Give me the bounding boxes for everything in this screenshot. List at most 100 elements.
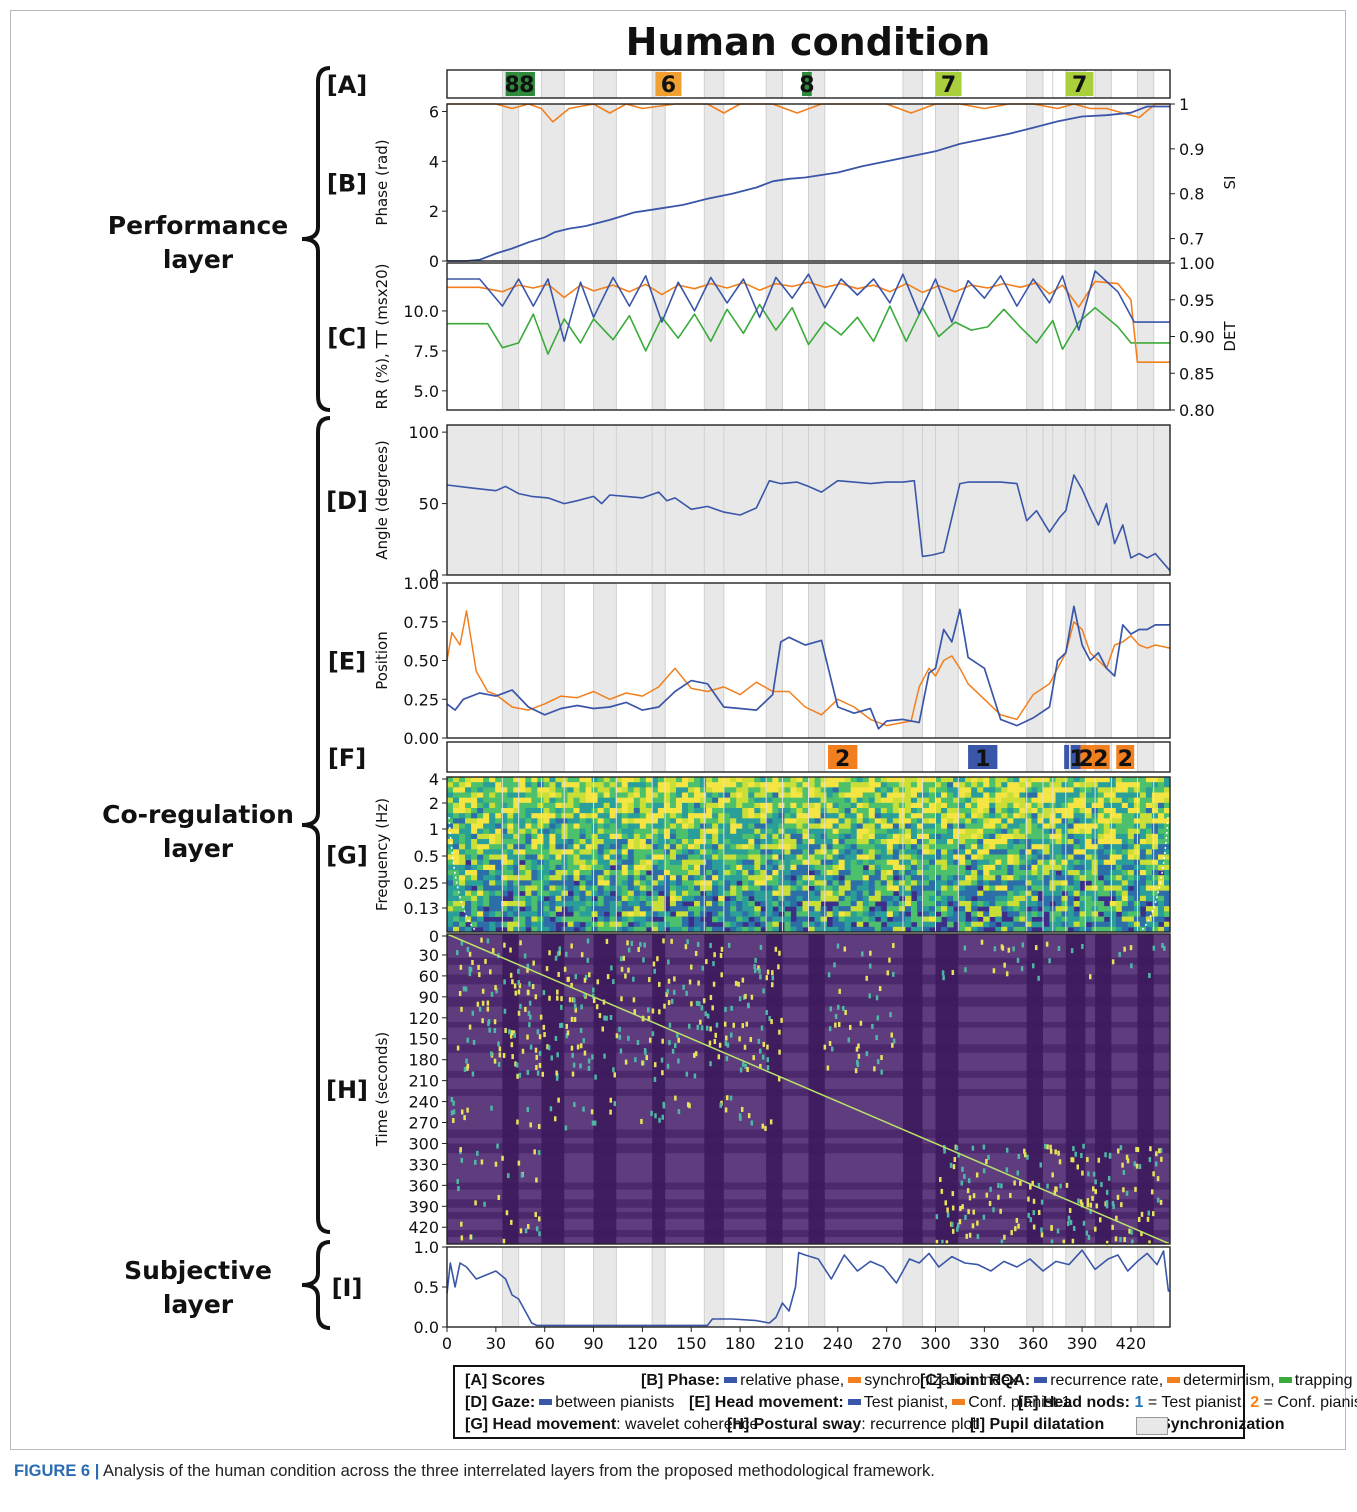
- legend-phase: [B] Phase: relative phase, synchronization…: [641, 1372, 1019, 1389]
- wavelet-cell: [483, 839, 490, 845]
- wavelet-cell: [1079, 849, 1087, 855]
- recurrence-point: [660, 1057, 664, 1063]
- wavelet-cell: [651, 864, 659, 871]
- wavelet-cell: [525, 890, 532, 897]
- wavelet-cell: [688, 854, 695, 861]
- wavelet-cell: [1007, 885, 1014, 892]
- wavelet-cell: [850, 797, 858, 804]
- wavelet-cell: [1067, 828, 1075, 835]
- wavelet-cell: [802, 777, 809, 783]
- wavelet-cell: [802, 839, 809, 845]
- wavelet-cell: [868, 901, 876, 907]
- wavelet-cell: [808, 895, 816, 902]
- wavelet-cell: [754, 864, 761, 871]
- wavelet-cell: [1013, 906, 1020, 912]
- wavelet-cell: [814, 864, 822, 871]
- wavelet-cell: [1121, 833, 1129, 840]
- wavelet-cell: [838, 839, 846, 845]
- wavelet-cell: [669, 880, 677, 886]
- wavelet-cell: [1127, 808, 1135, 814]
- wavelet-cell: [1145, 818, 1153, 824]
- recurrence-point: [674, 1095, 677, 1101]
- recurrence-point: [1135, 1146, 1138, 1152]
- recurrence-point: [713, 952, 716, 958]
- wavelet-cell: [657, 792, 665, 799]
- wavelet-cell: [995, 844, 1002, 850]
- y-tick-label: 6: [429, 102, 439, 121]
- wavelet-cell: [772, 864, 779, 871]
- wavelet-cell: [965, 797, 972, 804]
- wavelet-cell: [983, 885, 990, 892]
- wavelet-cell: [856, 777, 864, 783]
- wavelet-cell: [760, 916, 767, 923]
- sync-interval: [808, 70, 825, 98]
- wavelet-cell: [609, 808, 617, 814]
- wavelet-cell: [766, 916, 773, 923]
- wavelet-cell: [465, 880, 472, 886]
- wavelet-cell: [1163, 854, 1171, 861]
- wavelet-cell: [868, 787, 876, 793]
- wavelet-cell: [663, 833, 671, 840]
- wavelet-cell: [742, 828, 749, 835]
- wavelet-cell: [525, 870, 532, 876]
- wavelet-cell: [1151, 864, 1159, 871]
- wavelet-cell: [874, 782, 882, 788]
- wavelet-cell: [639, 890, 647, 897]
- sync-interval: [902, 263, 923, 410]
- wavelet-cell: [959, 906, 966, 912]
- wavelet-cell: [784, 875, 791, 881]
- wavelet-cell: [772, 859, 779, 866]
- wavelet-cell: [989, 777, 996, 783]
- wavelet-cell: [832, 777, 840, 783]
- recurrence-point: [1156, 1197, 1160, 1203]
- wavelet-cell: [772, 828, 779, 835]
- wavelet-cell: [1031, 808, 1038, 814]
- wavelet-cell: [694, 849, 701, 855]
- wavelet-cell: [838, 916, 846, 923]
- wavelet-cell: [1115, 818, 1123, 824]
- wavelet-cell: [983, 859, 990, 866]
- recurrence-point: [542, 990, 546, 996]
- wavelet-cell: [585, 916, 593, 923]
- recurrence-point: [746, 1066, 749, 1072]
- wavelet-cell: [862, 777, 870, 783]
- wavelet-cell: [712, 833, 719, 840]
- wavelet-cell: [766, 808, 773, 814]
- wavelet-cell: [995, 875, 1002, 881]
- wavelet-cell: [603, 926, 611, 933]
- recurrence-point: [524, 1006, 527, 1012]
- wavelet-cell: [1031, 782, 1038, 788]
- wavelet-cell: [489, 885, 496, 892]
- wavelet-cell: [1151, 875, 1159, 881]
- y-tick-label: 0.75: [403, 613, 439, 632]
- wavelet-cell: [929, 828, 936, 835]
- wavelet-cell: [519, 797, 526, 804]
- wavelet-cell: [1001, 797, 1008, 804]
- sync-interval: [502, 425, 519, 575]
- wavelet-cell: [947, 895, 954, 902]
- wavelet-cell: [706, 833, 713, 840]
- wavelet-cell: [519, 813, 526, 819]
- wavelet-cell: [953, 849, 960, 855]
- wavelet-cell: [525, 921, 532, 928]
- wavelet-cell: [808, 813, 816, 819]
- wavelet-cell: [898, 926, 906, 933]
- recurrence-point: [666, 1063, 670, 1069]
- wavelet-cell: [844, 844, 852, 850]
- wavelet-cell: [597, 864, 605, 871]
- y-tick-label: 180: [408, 1051, 439, 1070]
- x-tick-label: 30: [486, 1334, 506, 1353]
- wavelet-cell: [784, 849, 791, 855]
- wavelet-cell: [1013, 808, 1020, 814]
- recurrence-point: [992, 968, 996, 974]
- wavelet-cell: [465, 828, 472, 835]
- recurrence-point: [538, 1231, 541, 1237]
- wavelet-cell: [495, 875, 502, 881]
- wavelet-cell: [1157, 833, 1165, 840]
- wavelet-cell: [597, 921, 605, 928]
- recurrence-point: [762, 988, 765, 994]
- wavelet-cell: [483, 828, 490, 835]
- sync-interval: [704, 1247, 724, 1327]
- wavelet-cell: [754, 926, 761, 933]
- wavelet-cell: [567, 782, 575, 788]
